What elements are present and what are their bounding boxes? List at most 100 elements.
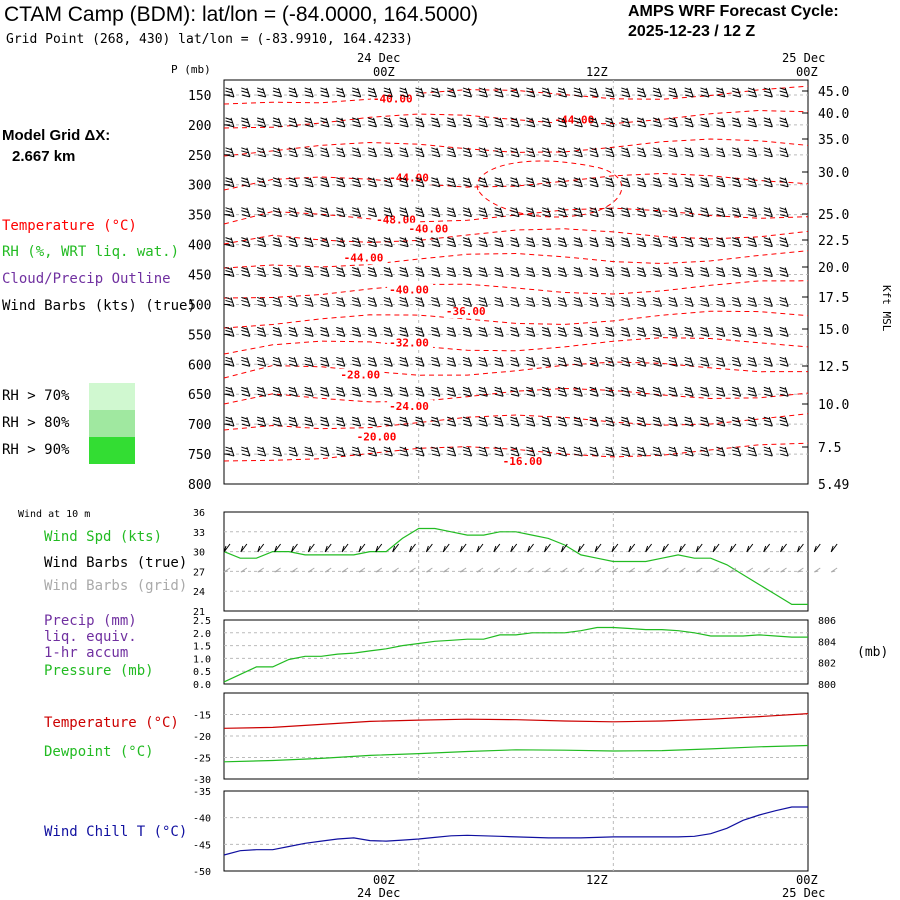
wind-barb bbox=[399, 326, 409, 337]
surface-wind-barb-grid bbox=[813, 567, 821, 573]
isotherm-label: -44.00 bbox=[344, 251, 384, 264]
pressure-tick-label: 800 bbox=[188, 478, 211, 493]
wind-barb bbox=[336, 177, 346, 188]
wind-barb bbox=[510, 147, 520, 158]
wind-barb bbox=[399, 117, 409, 128]
model-grid-label: Model Grid ΔX: bbox=[2, 127, 111, 144]
wind-barb bbox=[241, 177, 251, 188]
wind-barb bbox=[510, 177, 520, 188]
wind-barb bbox=[589, 147, 599, 158]
surface-wind-barb-grid bbox=[662, 567, 669, 573]
wind-barb bbox=[383, 326, 393, 337]
wind-barb bbox=[241, 117, 251, 128]
isotherm-label-bg bbox=[354, 430, 401, 444]
surface-wind-barb-true bbox=[257, 543, 265, 553]
surface-wind-barb-true bbox=[662, 543, 669, 553]
wind-barb bbox=[462, 117, 472, 128]
model-grid-value: 2.667 km bbox=[12, 148, 76, 165]
wind-barb bbox=[494, 177, 504, 188]
wind-barb bbox=[462, 237, 472, 248]
wind-barb bbox=[557, 207, 567, 218]
wind-barb bbox=[415, 177, 425, 188]
wind-barb bbox=[225, 326, 235, 337]
isotherm-label-bg bbox=[341, 251, 388, 265]
wind-barb bbox=[257, 296, 267, 307]
top-time-tick-label: 12Z bbox=[586, 65, 608, 79]
surface-wind-barb-true bbox=[594, 543, 602, 553]
surface-wind-barb-grid bbox=[695, 567, 703, 573]
wind-barb bbox=[747, 356, 757, 367]
isotherm-line bbox=[223, 361, 809, 379]
wind-barb bbox=[763, 356, 773, 367]
wind-barb bbox=[272, 267, 282, 278]
wind-barb bbox=[716, 87, 726, 98]
wind-barb bbox=[526, 416, 536, 427]
pressure-tick-label: 300 bbox=[188, 179, 211, 194]
wind-barb bbox=[621, 177, 631, 188]
windchill-label: Wind Chill T (°C) bbox=[44, 824, 188, 840]
wind-barb bbox=[304, 356, 314, 367]
wind-barb bbox=[383, 87, 393, 98]
surface-wind-barb-true bbox=[358, 543, 366, 553]
wind-barb bbox=[447, 296, 457, 307]
surface-wind-barb-true bbox=[611, 543, 619, 553]
wind-barb bbox=[589, 356, 599, 367]
wind-barb bbox=[478, 386, 488, 397]
wind-barb bbox=[494, 87, 504, 98]
isotherm-label: -16.00 bbox=[503, 455, 543, 468]
wind-barb bbox=[383, 446, 393, 457]
wind-barb bbox=[494, 446, 504, 457]
wind-barb bbox=[716, 296, 726, 307]
wind-barb bbox=[415, 296, 425, 307]
wind-barb bbox=[399, 416, 409, 427]
top-time-tick-label: 00Z bbox=[796, 65, 818, 79]
wind-barb bbox=[320, 207, 330, 218]
wind-barb bbox=[367, 117, 377, 128]
wind-barb bbox=[779, 296, 789, 307]
wind-barb bbox=[716, 207, 726, 218]
wind-speed-line bbox=[223, 527, 808, 605]
surface-wind-barb-true bbox=[341, 543, 349, 553]
surface-wind-barb-true bbox=[628, 543, 636, 553]
wind-barb bbox=[557, 386, 567, 397]
wind-barb bbox=[605, 177, 615, 188]
wind-barb bbox=[668, 207, 678, 218]
wind-barb bbox=[447, 147, 457, 158]
wind-barb bbox=[637, 237, 647, 248]
isotherm-label: -20.00 bbox=[357, 430, 397, 443]
wind-barb bbox=[257, 416, 267, 427]
wind-barb bbox=[605, 117, 615, 128]
wind-barb bbox=[431, 117, 441, 128]
wind-barb bbox=[652, 446, 662, 457]
wind-barb bbox=[542, 147, 552, 158]
wind-barb bbox=[510, 267, 520, 278]
wind-barb bbox=[542, 326, 552, 337]
wind-barb bbox=[747, 326, 757, 337]
wind-barb bbox=[431, 386, 441, 397]
wind-barb bbox=[779, 87, 789, 98]
isotherm-line bbox=[223, 280, 809, 299]
surface-wind-barb-grid bbox=[341, 567, 349, 573]
wind-barb bbox=[304, 296, 314, 307]
wind-barb bbox=[779, 117, 789, 128]
wind-barb bbox=[621, 207, 631, 218]
pressure-tick-label: 350 bbox=[188, 209, 211, 224]
legend-rh70: RH > 70% bbox=[2, 388, 70, 404]
wind-barb bbox=[716, 267, 726, 278]
wind-barb bbox=[462, 356, 472, 367]
windchill-panel-frame bbox=[223, 790, 809, 872]
surface-wind-barb-true bbox=[307, 543, 315, 553]
wind-barb bbox=[494, 147, 504, 158]
wind-barb bbox=[272, 237, 282, 248]
wind-barb bbox=[225, 296, 235, 307]
wind-barb bbox=[510, 416, 520, 427]
wind-barb bbox=[652, 177, 662, 188]
height-tick-label: 25.0 bbox=[818, 208, 849, 223]
wind-barb bbox=[573, 147, 583, 158]
surface-wind-barb-grid bbox=[645, 567, 652, 573]
wind-barb bbox=[526, 296, 536, 307]
surface-wind-barb-grid bbox=[746, 567, 754, 573]
wind-barb bbox=[415, 207, 425, 218]
wind-barb bbox=[257, 207, 267, 218]
isotherm-line bbox=[223, 387, 809, 405]
